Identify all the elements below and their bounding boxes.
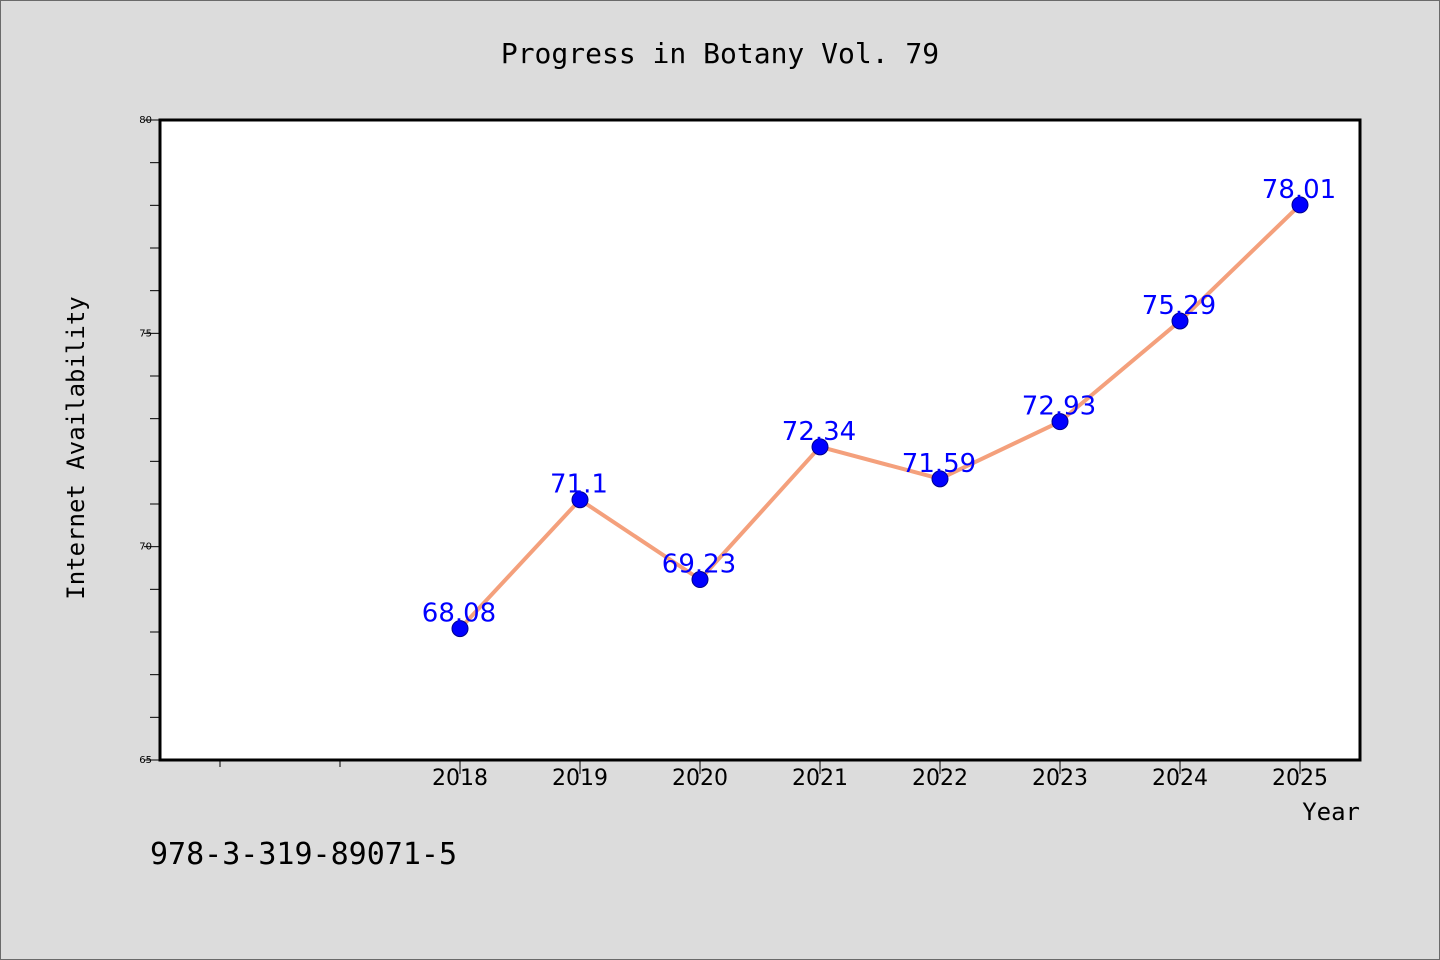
data-label: 75.29	[1142, 291, 1216, 321]
x-tick-label: 2019	[552, 766, 608, 791]
data-point	[1291, 196, 1309, 214]
y-axis-label: Internet Availability	[62, 296, 90, 599]
data-label: 72.34	[782, 417, 856, 447]
x-tick-label: 2025	[1272, 766, 1328, 791]
x-tick-label: 2022	[912, 766, 968, 791]
y-tick-label: 65	[139, 755, 152, 766]
x-tick-label: 2018	[432, 766, 488, 791]
data-markers	[451, 196, 1309, 638]
plot-area	[158, 118, 1362, 762]
data-label: 71.1	[550, 470, 608, 500]
data-point	[451, 620, 469, 638]
chart-title: Progress in Botany Vol. 79	[501, 37, 939, 70]
y-tick-label: 70	[139, 542, 152, 553]
x-tick-label: 2024	[1152, 766, 1208, 791]
y-tick-label: 80	[139, 115, 152, 126]
data-label: 68.08	[422, 599, 496, 629]
x-axis: 2018 2019 2020 2021 2022 2023 2024 2025	[219, 761, 1328, 791]
data-point	[571, 491, 589, 509]
x-tick-label: 2021	[792, 766, 848, 791]
x-tick-label: 2020	[672, 766, 728, 791]
y-tick-label: 75	[139, 328, 152, 339]
data-label: 78.01	[1262, 175, 1336, 205]
data-point	[1051, 413, 1069, 431]
data-label: 71.59	[902, 449, 976, 479]
isbn-text: 978-3-319-89071-5	[150, 837, 457, 872]
series-line	[458, 202, 1302, 631]
data-label: 69.23	[662, 550, 736, 580]
data-point	[811, 438, 829, 456]
x-axis-label: Year	[1302, 798, 1360, 826]
data-point	[931, 470, 949, 488]
series-line-group	[458, 202, 1302, 631]
data-labels: 68.08 71.1 69.23 72.34 71.59 72.93 75.29 78.01	[422, 175, 1336, 629]
data-point	[1171, 312, 1189, 330]
y-axis: 65 70 75 80	[139, 115, 159, 766]
data-label: 72.93	[1022, 392, 1096, 422]
data-point	[691, 571, 709, 589]
x-tick-label: 2023	[1032, 766, 1088, 791]
